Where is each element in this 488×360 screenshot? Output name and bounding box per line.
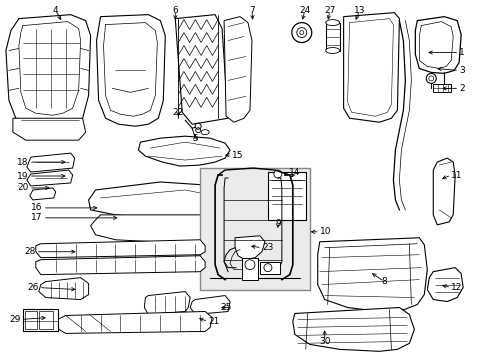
Text: 25: 25 [220,303,232,312]
Text: 23: 23 [262,243,273,252]
Ellipse shape [299,31,303,35]
Bar [260,262,279,274]
Text: 7: 7 [248,6,254,15]
Text: 4: 4 [53,6,59,15]
Polygon shape [343,13,399,122]
Ellipse shape [273,170,281,178]
Text: 27: 27 [324,6,335,15]
Text: 14: 14 [288,167,300,176]
Text: 15: 15 [232,150,243,159]
Text: 5: 5 [192,134,198,143]
Polygon shape [36,256,205,275]
Bar [432,84,450,92]
Polygon shape [175,15,227,124]
Polygon shape [235,236,264,260]
Text: 22: 22 [172,108,183,117]
Text: 11: 11 [450,171,462,180]
Ellipse shape [201,130,209,135]
Polygon shape [414,17,460,73]
Bar [242,258,258,280]
Polygon shape [88,182,235,218]
Polygon shape [13,118,85,140]
Polygon shape [292,307,413,351]
Polygon shape [56,311,212,333]
Text: 16: 16 [31,203,42,212]
Text: 20: 20 [18,184,29,193]
Text: 18: 18 [17,158,29,167]
Bar [325,23,339,50]
Polygon shape [96,15,165,126]
Polygon shape [138,136,229,166]
Ellipse shape [195,123,201,129]
Ellipse shape [244,260,254,270]
Polygon shape [27,153,75,172]
Text: 8: 8 [381,277,386,286]
Polygon shape [39,278,88,300]
Bar [25,311,37,329]
Text: 10: 10 [319,227,330,236]
Ellipse shape [264,264,271,272]
Polygon shape [90,215,244,242]
Text: 21: 21 [208,317,219,326]
Polygon shape [27,170,73,186]
Polygon shape [317,238,427,311]
Bar [23,310,58,332]
Text: 6: 6 [172,6,178,15]
Polygon shape [432,158,454,225]
Ellipse shape [426,73,435,84]
Polygon shape [30,188,56,200]
Ellipse shape [325,48,339,54]
Text: 13: 13 [353,6,365,15]
Text: 3: 3 [458,66,464,75]
Polygon shape [427,268,462,302]
Polygon shape [144,292,190,315]
Text: 29: 29 [9,315,21,324]
Ellipse shape [291,23,311,42]
Polygon shape [6,15,90,128]
Text: 17: 17 [31,213,42,222]
Bar [267,172,305,220]
Polygon shape [190,296,229,315]
Text: 30: 30 [318,337,330,346]
Polygon shape [36,240,205,258]
Polygon shape [224,17,251,122]
Bar [200,168,309,289]
Text: 9: 9 [274,219,280,228]
Text: 24: 24 [299,6,310,15]
Text: 12: 12 [450,283,462,292]
Ellipse shape [325,20,339,26]
Text: 19: 19 [17,171,29,180]
Text: 2: 2 [458,84,464,93]
Text: 26: 26 [27,283,39,292]
Bar [39,311,53,329]
Text: 1: 1 [458,48,464,57]
Text: 28: 28 [24,247,36,256]
